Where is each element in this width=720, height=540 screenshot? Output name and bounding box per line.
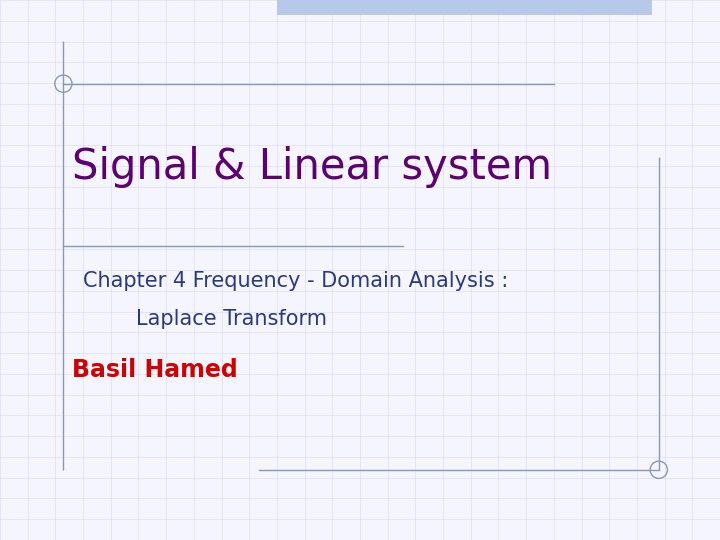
Text: Chapter 4 Frequency - Domain Analysis :: Chapter 4 Frequency - Domain Analysis : (83, 271, 508, 291)
Text: Laplace Transform: Laplace Transform (83, 308, 327, 329)
Bar (277, 0, 652, 15)
Text: Signal & Linear system: Signal & Linear system (72, 146, 552, 188)
Text: Basil Hamed: Basil Hamed (72, 358, 238, 382)
